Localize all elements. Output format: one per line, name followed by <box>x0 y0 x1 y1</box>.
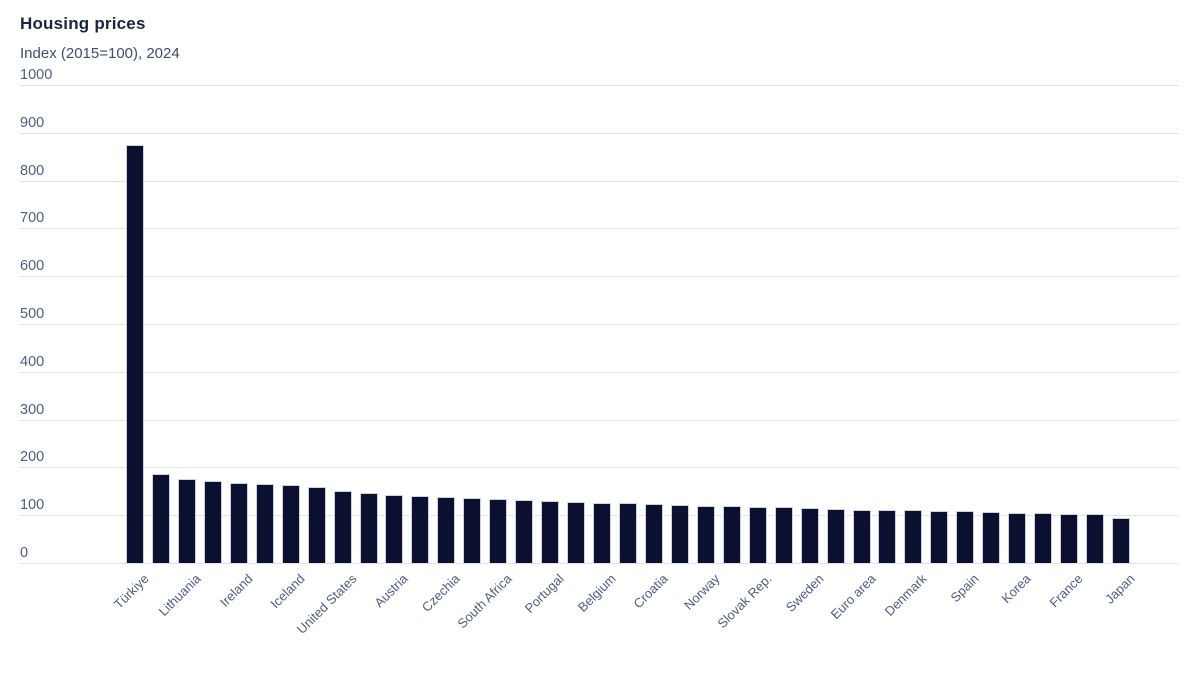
bar-t-rkiye[interactable] <box>125 144 144 563</box>
bar-unlabeled[interactable] <box>307 486 326 563</box>
bar-unlabeled[interactable] <box>930 510 949 563</box>
bar-france[interactable] <box>1060 513 1079 563</box>
bar-unlabeled[interactable] <box>463 498 482 563</box>
y-tick-label: 0 <box>20 545 29 561</box>
bar-unlabeled[interactable] <box>203 480 222 563</box>
bar-unlabeled[interactable] <box>774 507 793 563</box>
bar-norway[interactable] <box>696 505 715 563</box>
bar-unlabeled[interactable] <box>359 492 378 563</box>
bar-austria[interactable] <box>385 494 404 563</box>
bar-unlabeled[interactable] <box>982 511 1001 563</box>
bar-unlabeled[interactable] <box>515 500 534 563</box>
bar-unlabeled[interactable] <box>1034 513 1053 563</box>
x-tick-label: Norway <box>680 571 723 613</box>
chart-subtitle: Index (2015=100), 2024 <box>20 45 180 62</box>
y-gridline <box>20 132 1179 134</box>
y-gridline <box>20 324 1179 325</box>
bar-united-states[interactable] <box>333 491 352 563</box>
bar-japan[interactable] <box>1112 517 1131 563</box>
x-tick-label: France <box>1046 571 1086 611</box>
bar-ireland[interactable] <box>229 482 248 563</box>
y-gridline <box>20 180 1179 182</box>
bar-lithuania[interactable] <box>177 478 196 563</box>
chart-title: Housing prices <box>20 14 146 33</box>
bar-unlabeled[interactable] <box>1086 514 1105 563</box>
y-gridline <box>20 85 1179 86</box>
y-tick-label: 800 <box>20 162 45 179</box>
x-tick-label: Portugal <box>521 571 567 616</box>
bar-croatia[interactable] <box>644 504 663 563</box>
x-tick-label: Croatia <box>630 571 671 612</box>
x-tick-label: Spain <box>947 571 982 606</box>
y-tick-label: 600 <box>20 258 45 275</box>
x-tick-label: Lithuania <box>155 571 204 619</box>
bar-denmark[interactable] <box>904 510 923 563</box>
bar-spain[interactable] <box>956 511 975 563</box>
bar-unlabeled[interactable] <box>722 506 741 563</box>
bar-euro-area[interactable] <box>852 509 871 563</box>
x-tick-label: Japan <box>1101 571 1138 607</box>
bar-korea[interactable] <box>1008 512 1027 563</box>
y-tick-label: 300 <box>20 401 45 418</box>
x-tick-label: Czechia <box>419 571 463 615</box>
y-tick-label: 1000 <box>20 67 53 83</box>
x-tick-label: Türkiye <box>110 571 152 612</box>
bar-portugal[interactable] <box>541 501 560 563</box>
y-gridline <box>20 419 1179 421</box>
bar-slovak-rep[interactable] <box>748 506 767 563</box>
y-gridline <box>20 228 1179 230</box>
bar-czechia[interactable] <box>437 496 456 563</box>
y-gridline <box>20 371 1179 373</box>
bar-south-africa[interactable] <box>489 499 508 563</box>
bar-unlabeled[interactable] <box>411 495 430 563</box>
bar-iceland[interactable] <box>281 485 300 563</box>
y-tick-label: 200 <box>20 449 45 466</box>
bar-unlabeled[interactable] <box>567 502 586 563</box>
x-tick-label: Belgium <box>574 571 619 615</box>
y-tick-label: 500 <box>20 306 45 322</box>
y-tick-label: 100 <box>20 497 45 514</box>
y-tick-label: 700 <box>20 210 45 227</box>
y-tick-label: 900 <box>20 114 45 131</box>
y-gridline <box>20 563 1179 564</box>
bar-unlabeled[interactable] <box>151 474 170 563</box>
bar-unlabeled[interactable] <box>826 509 845 563</box>
bar-unlabeled[interactable] <box>619 503 637 563</box>
bar-unlabeled[interactable] <box>255 484 274 563</box>
bar-sweden[interactable] <box>800 508 819 563</box>
bar-unlabeled[interactable] <box>878 510 897 563</box>
bar-unlabeled[interactable] <box>670 505 689 563</box>
y-gridline <box>20 467 1179 469</box>
bar-belgium[interactable] <box>593 502 612 563</box>
x-tick-label: Korea <box>998 571 1034 607</box>
x-tick-label: South Africa <box>454 571 515 632</box>
y-tick-label: 400 <box>20 353 45 370</box>
y-gridline <box>20 276 1179 278</box>
